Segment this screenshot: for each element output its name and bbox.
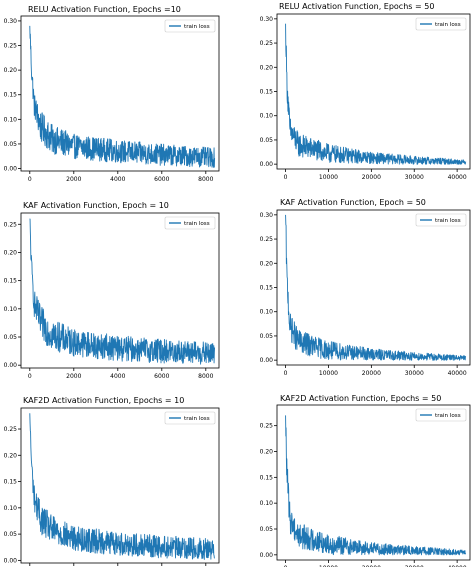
legend-label: train loss <box>435 22 461 28</box>
x-tick-label: 4000 <box>110 176 125 183</box>
y-tick-label: 0.20 <box>4 67 18 74</box>
series-line <box>285 415 467 556</box>
x-tick-label: 40000 <box>448 174 467 181</box>
series-line <box>29 218 216 365</box>
axes-frame <box>20 15 220 172</box>
y-tick-label: 0.30 <box>4 18 18 25</box>
y-tick-label: 0.05 <box>4 334 18 341</box>
x-tick-label: 20000 <box>362 174 381 181</box>
y-tick-label: 0.15 <box>260 474 274 481</box>
y-tick-label: 0.10 <box>260 113 274 120</box>
chart-title: KAF Activation Function, Epoch = 50 <box>280 198 426 207</box>
axes-frame <box>20 212 220 369</box>
y-tick-label: 0.20 <box>4 249 18 256</box>
y-tick-label: 0.10 <box>4 116 18 123</box>
x-tick-label: 20000 <box>362 370 381 377</box>
y-tick-label: 0.05 <box>260 526 274 533</box>
series-line <box>285 23 467 165</box>
y-tick-label: 0.00 <box>4 362 18 369</box>
y-tick-label: 0.05 <box>260 137 274 144</box>
x-tick-label: 6000 <box>154 373 169 380</box>
chart-title: KAF2D Activation Function, Epochs = 50 <box>280 394 442 403</box>
legend-box <box>415 213 467 227</box>
series-line <box>285 214 467 361</box>
legend-label: train loss <box>435 413 461 419</box>
x-tick-label: 10000 <box>319 370 338 377</box>
legend-box <box>164 19 216 33</box>
x-tick-label: 0 <box>284 174 288 181</box>
y-tick-label: 0.25 <box>260 423 274 430</box>
y-tick-label: 0.25 <box>260 236 274 243</box>
y-tick-label: 0.10 <box>260 309 274 316</box>
x-tick-label: 30000 <box>405 174 424 181</box>
x-tick-label: 30000 <box>405 370 424 377</box>
y-tick-label: 0.15 <box>260 285 274 292</box>
y-tick-label: 0.10 <box>260 500 274 507</box>
axes-frame <box>276 404 471 561</box>
chart-title: RELU Activation Function, Epochs = 50 <box>279 2 435 11</box>
series-line <box>29 25 216 168</box>
y-tick-label: 0.05 <box>4 141 18 148</box>
legend-label: train loss <box>435 218 461 224</box>
y-tick-label: 0.30 <box>260 212 274 219</box>
x-tick-label: 4000 <box>110 373 125 380</box>
x-tick-label: 2000 <box>66 176 81 183</box>
y-tick-label: 0.15 <box>4 92 18 99</box>
y-tick-label: 0.15 <box>4 278 18 285</box>
y-tick-label: 0.20 <box>260 64 274 71</box>
chart-title: RELU Activation Function, Epochs =10 <box>28 5 181 14</box>
x-tick-label: 2000 <box>66 373 81 380</box>
y-tick-label: 0.10 <box>4 306 18 313</box>
y-tick-label: 0.25 <box>260 40 274 47</box>
legend-box <box>415 17 467 31</box>
y-tick-label: 0.00 <box>260 552 274 559</box>
x-tick-label: 0 <box>284 370 288 377</box>
x-tick-label: 0 <box>28 373 32 380</box>
y-tick-label: 0.10 <box>4 505 18 512</box>
y-tick-label: 0.05 <box>260 333 274 340</box>
x-tick-label: 8000 <box>198 373 213 380</box>
y-tick-label: 0.25 <box>4 426 18 433</box>
y-tick-label: 0.20 <box>4 452 18 459</box>
chart-title: KAF2D Activation Function, Epochs = 10 <box>23 396 185 405</box>
legend-box <box>164 216 216 230</box>
chart-title: KAF Activation Function, Epoch = 10 <box>23 201 169 210</box>
x-tick-label: 0 <box>28 176 32 183</box>
y-tick-label: 0.05 <box>4 531 18 538</box>
y-tick-label: 0.20 <box>260 449 274 456</box>
axes-frame <box>276 13 471 170</box>
legend-label: train loss <box>184 24 210 30</box>
legend-box <box>415 408 467 422</box>
y-tick-label: 0.25 <box>4 221 18 228</box>
y-tick-label: 0.00 <box>4 557 18 564</box>
y-tick-label: 0.00 <box>260 161 274 168</box>
y-tick-label: 0.15 <box>4 479 18 486</box>
y-tick-label: 0.00 <box>260 357 274 364</box>
legend-label: train loss <box>184 416 210 422</box>
x-tick-label: 8000 <box>198 176 213 183</box>
x-tick-label: 40000 <box>448 370 467 377</box>
y-tick-label: 0.00 <box>4 166 18 173</box>
legend-label: train loss <box>184 221 210 227</box>
x-tick-label: 10000 <box>319 174 338 181</box>
y-tick-label: 0.20 <box>260 260 274 267</box>
series-line <box>29 413 215 560</box>
axes-frame <box>276 209 471 366</box>
x-tick-label: 6000 <box>154 176 169 183</box>
y-tick-label: 0.30 <box>260 16 274 23</box>
y-tick-label: 0.15 <box>260 89 274 96</box>
y-tick-label: 0.25 <box>4 43 18 50</box>
axes-frame <box>20 407 220 564</box>
legend-box <box>164 411 216 425</box>
